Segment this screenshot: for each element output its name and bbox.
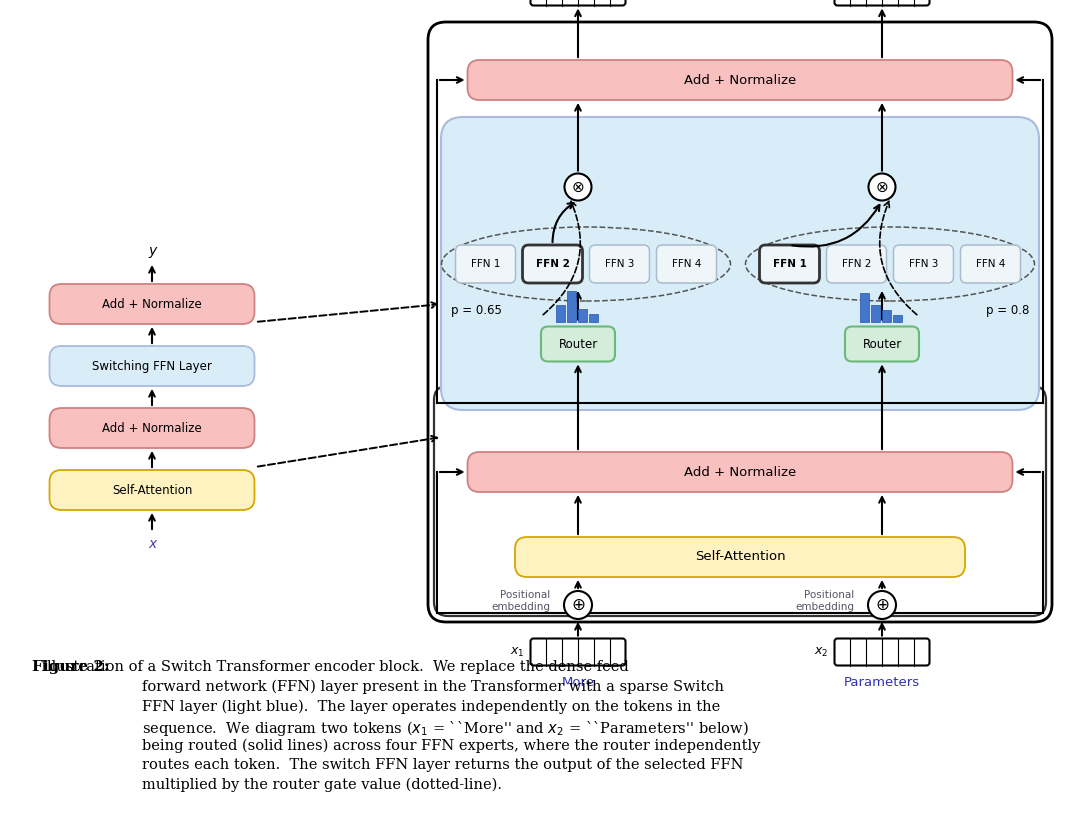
Text: Self-Attention: Self-Attention [694, 551, 785, 563]
Bar [556, 305, 565, 321]
Text: p = 0.8: p = 0.8 [986, 304, 1029, 316]
FancyBboxPatch shape [434, 386, 1047, 616]
FancyBboxPatch shape [835, 0, 930, 6]
Bar [578, 309, 586, 321]
Text: ⊗: ⊗ [571, 180, 584, 195]
FancyBboxPatch shape [845, 326, 919, 361]
FancyBboxPatch shape [530, 638, 625, 666]
Bar [861, 293, 868, 321]
Text: routes each token.  The switch FFN layer returns the output of the selected FFN: routes each token. The switch FFN layer … [141, 758, 743, 772]
FancyBboxPatch shape [50, 470, 255, 510]
Text: More: More [562, 676, 594, 689]
Text: Self-Attention: Self-Attention [112, 483, 192, 497]
Circle shape [868, 174, 895, 201]
FancyBboxPatch shape [960, 245, 1021, 283]
Text: Illustration of a Switch Transformer encoder block.  We replace the dense feed: Illustration of a Switch Transformer enc… [32, 660, 629, 674]
FancyBboxPatch shape [523, 245, 582, 283]
Text: FFN 4: FFN 4 [976, 259, 1005, 269]
FancyBboxPatch shape [456, 245, 515, 283]
Text: Add + Normalize: Add + Normalize [103, 422, 202, 434]
Text: FFN 1: FFN 1 [471, 259, 500, 269]
FancyBboxPatch shape [515, 537, 966, 577]
FancyBboxPatch shape [428, 22, 1052, 622]
FancyBboxPatch shape [468, 452, 1013, 492]
Text: forward network (FFN) layer present in the Transformer with a sparse Switch: forward network (FFN) layer present in t… [141, 680, 724, 694]
Bar [882, 310, 891, 321]
Text: Parameters: Parameters [843, 676, 920, 689]
Text: ⊕: ⊕ [875, 596, 889, 614]
FancyBboxPatch shape [835, 638, 930, 666]
Circle shape [565, 174, 592, 201]
Text: p = 0.65: p = 0.65 [451, 304, 502, 316]
FancyBboxPatch shape [826, 245, 887, 283]
Text: Router: Router [862, 338, 902, 350]
Text: Add + Normalize: Add + Normalize [684, 73, 796, 87]
FancyBboxPatch shape [759, 245, 820, 283]
Text: ⊕: ⊕ [571, 596, 585, 614]
FancyBboxPatch shape [50, 346, 255, 386]
FancyBboxPatch shape [50, 284, 255, 324]
Text: Add + Normalize: Add + Normalize [103, 298, 202, 310]
Text: Switching FFN Layer: Switching FFN Layer [92, 359, 212, 373]
FancyBboxPatch shape [541, 326, 615, 361]
Text: FFN 4: FFN 4 [672, 259, 701, 269]
FancyBboxPatch shape [468, 60, 1013, 100]
Text: $x_2$: $x_2$ [814, 646, 828, 659]
Text: being routed (solid lines) across four FFN experts, where the router independent: being routed (solid lines) across four F… [141, 739, 760, 753]
Text: FFN layer (light blue).  The layer operates independently on the tokens in the: FFN layer (light blue). The layer operat… [141, 699, 720, 714]
Circle shape [868, 591, 896, 619]
Text: ⊗: ⊗ [876, 180, 889, 195]
Bar [567, 291, 576, 321]
Text: FFN 1: FFN 1 [772, 259, 807, 269]
Circle shape [564, 591, 592, 619]
Text: x: x [148, 537, 157, 551]
Text: y: y [148, 244, 157, 258]
FancyBboxPatch shape [657, 245, 716, 283]
Text: multiplied by the router gate value (dotted-line).: multiplied by the router gate value (dot… [141, 778, 502, 792]
Text: FFN 2: FFN 2 [841, 259, 872, 269]
FancyBboxPatch shape [530, 0, 625, 6]
Text: Positional
embedding: Positional embedding [795, 590, 854, 612]
FancyBboxPatch shape [893, 245, 954, 283]
Text: FFN 3: FFN 3 [908, 259, 939, 269]
Text: sequence.  We diagram two tokens ($x_1$ = ``More'' and $x_2$ = ``Parameters'' be: sequence. We diagram two tokens ($x_1$ =… [141, 719, 748, 738]
FancyBboxPatch shape [441, 117, 1039, 410]
Text: Figure 2:: Figure 2: [32, 660, 109, 674]
FancyBboxPatch shape [50, 408, 255, 448]
FancyBboxPatch shape [590, 245, 649, 283]
Text: Positional
embedding: Positional embedding [491, 590, 550, 612]
Text: FFN 3: FFN 3 [605, 259, 634, 269]
Text: FFN 2: FFN 2 [536, 259, 569, 269]
Text: Router: Router [558, 338, 597, 350]
Text: $x_1$: $x_1$ [510, 646, 525, 659]
Text: Add + Normalize: Add + Normalize [684, 465, 796, 478]
Bar [893, 314, 902, 321]
Bar [872, 305, 880, 321]
Bar [590, 314, 597, 321]
